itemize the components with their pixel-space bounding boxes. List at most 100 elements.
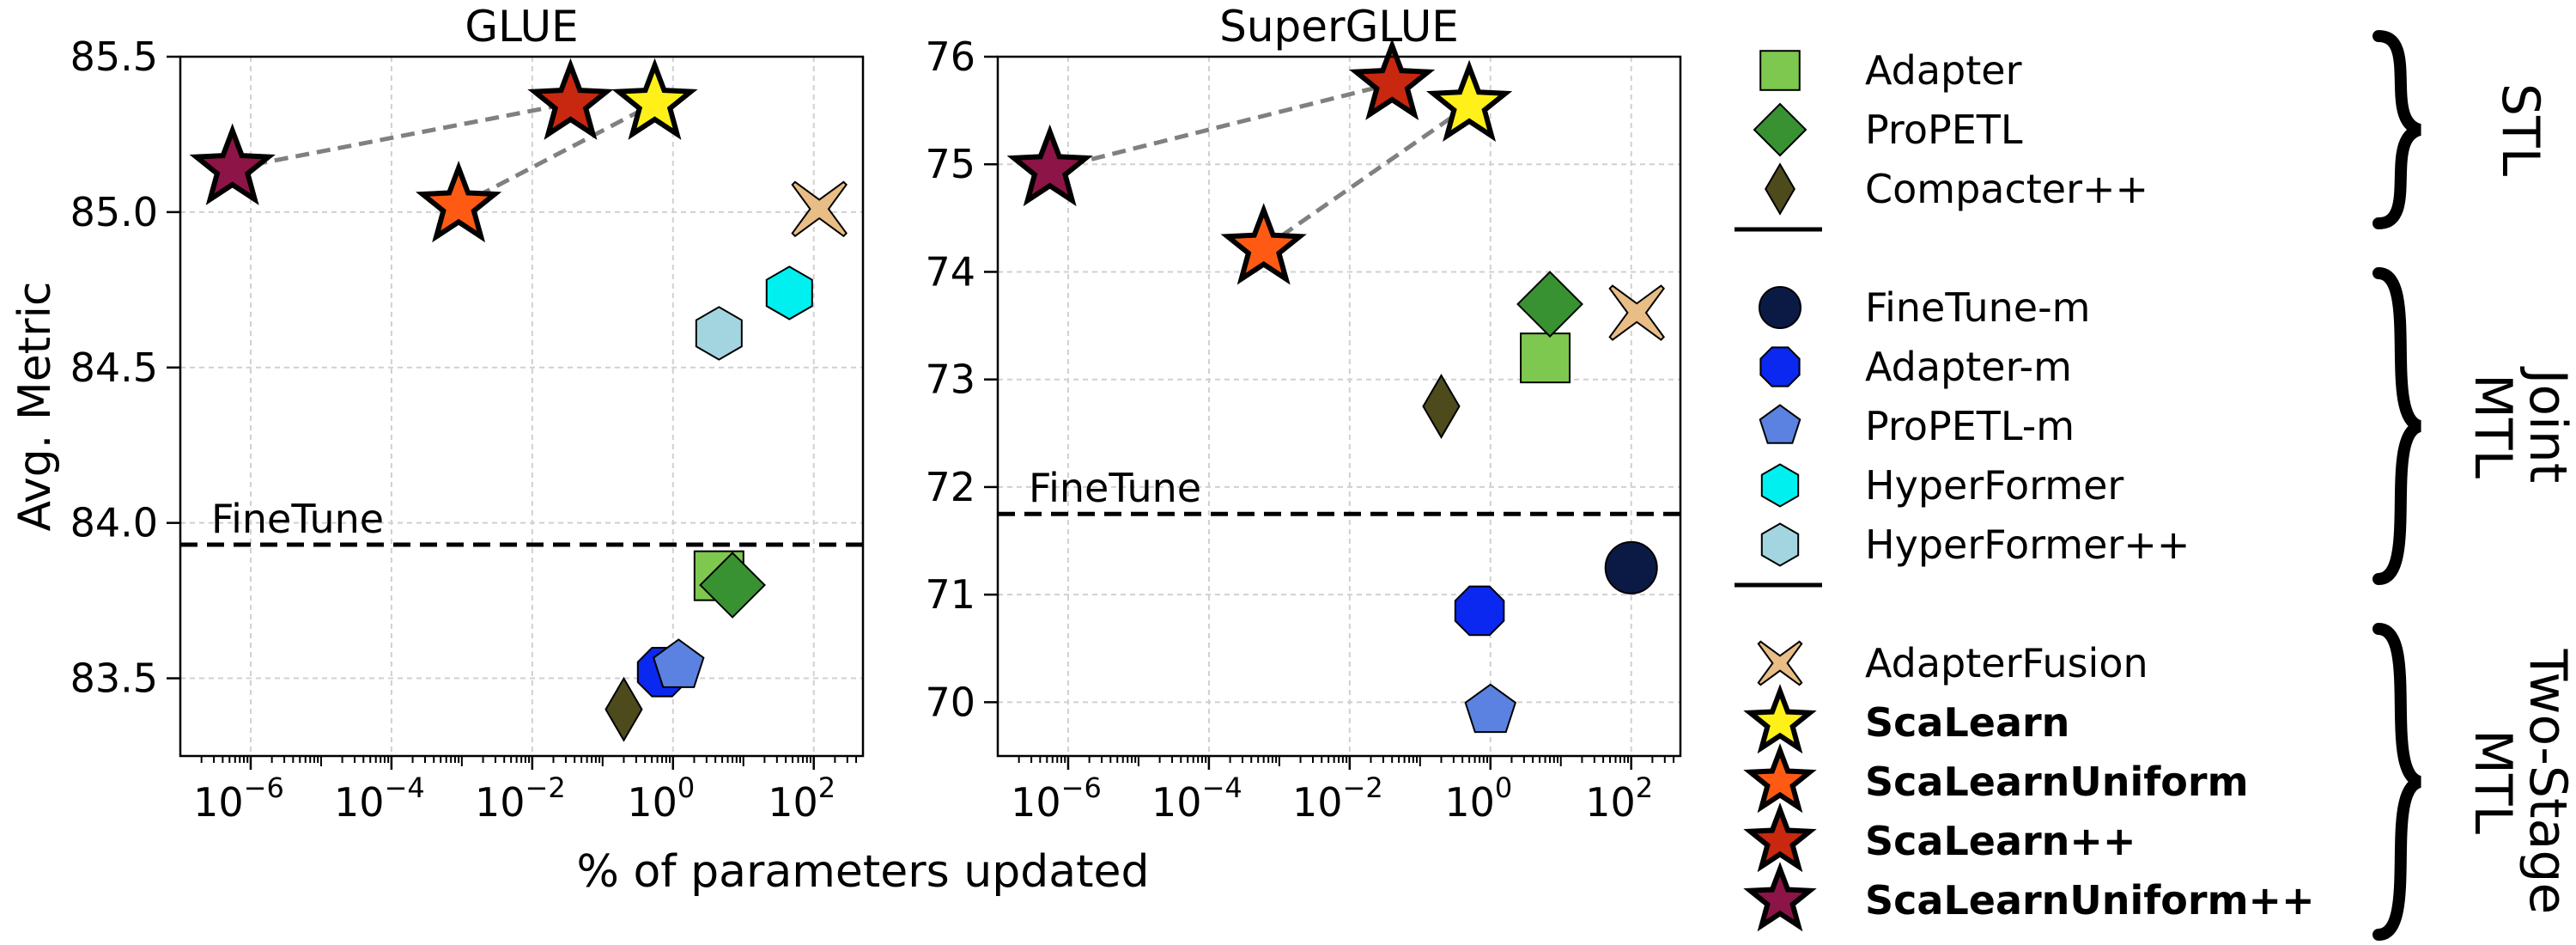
y-tick-label: 83.5 [70, 655, 158, 702]
point-finetune-m [1604, 540, 1658, 594]
point-scalearn [1425, 59, 1513, 142]
legend-label: AdapterFusion [1865, 640, 2148, 686]
point-hyperformer [765, 265, 813, 320]
point-compacter-plus-plus [1422, 374, 1461, 439]
glue-panel: FineTune 10−6 10−4 10−2 100 102 83.5 84.0 84.5 85… [9, 2, 865, 826]
legend-label: HyperFormer [1865, 462, 2123, 509]
point-hyperformer-plus-plus [695, 306, 743, 361]
y-tick-label: 74 [925, 248, 975, 295]
legend-label: ScaLearnUniform [1865, 759, 2249, 805]
y-tick-label: 85.5 [70, 34, 158, 80]
connector-line [1049, 81, 1393, 172]
point-adapterfusion [791, 180, 848, 238]
legend-entry-finetune-m: FineTune-m [1759, 284, 2090, 331]
legend-label: ScaLearn++ [1865, 818, 2136, 864]
legend-marker-adapterfusion [1757, 640, 1803, 686]
legend-entry-hyperformer: HyperFormer [1760, 462, 2123, 509]
x-axis-label: % of parameters updated [577, 846, 1150, 898]
legend-label: FineTune-m [1865, 284, 2090, 331]
point-propetl [699, 552, 766, 619]
legend-entry-scalearnuniform-plus-plus: ScaLearnUniform++ [1743, 862, 2315, 932]
group-label: MTL [2463, 729, 2523, 834]
point-scalearnuniform [1220, 203, 1307, 285]
group-label: STL [2490, 83, 2550, 177]
point-propetl-m [1464, 683, 1517, 734]
legend-entry-compacter-plus-plus: Compacter++ [1765, 162, 2148, 216]
x-tick-label: 10−4 [1151, 771, 1242, 826]
legend-marker-propetl-m [1759, 404, 1801, 444]
grid [998, 56, 1680, 756]
finetune-label: FineTune [211, 496, 384, 542]
minor-ticks [1018, 756, 1675, 766]
connector-line [1262, 103, 1471, 250]
point-scalearnuniform-plus-plus [189, 123, 276, 205]
group-label: Two-Stage [2518, 649, 2576, 915]
legend-entry-adapter-m: Adapter-m [1759, 344, 2072, 390]
legend-marker-scalearnuniform-plus-plus [1743, 862, 1817, 932]
y-tick-label: 76 [925, 34, 975, 80]
legend-label: ScaLearnUniform++ [1865, 877, 2315, 924]
legend-marker-compacter-plus-plus [1765, 162, 1795, 216]
y-tick-label: 73 [925, 357, 975, 403]
point-adapter-m [1454, 585, 1505, 637]
y-tick-label: 71 [925, 571, 975, 618]
legend-label: Compacter++ [1865, 166, 2148, 212]
legend-entry-adapter: Adapter [1759, 47, 2022, 94]
x-tick-label: 10−6 [1011, 771, 1102, 826]
grid [180, 56, 863, 756]
group-brace [2372, 30, 2422, 229]
x-tick-label: 102 [768, 771, 835, 826]
legend-entry-propetl: ProPETL [1753, 102, 2023, 157]
legend-label: ProPETL [1865, 107, 2023, 153]
x-tick-label: 10−4 [334, 771, 425, 826]
legend-marker-scalearn-plus-plus [1743, 802, 1817, 873]
legend-label: ProPETL-m [1865, 403, 2075, 449]
legend-marker-hyperformer-plus-plus [1760, 522, 1800, 567]
point-adapter [1520, 332, 1571, 384]
point-scalearnuniform [416, 160, 502, 243]
x-tick-label: 100 [627, 771, 695, 826]
x-tick-label: 100 [1444, 771, 1512, 826]
point-scalearn-plus-plus [1349, 38, 1436, 120]
y-axis-label: Avg. Metric [9, 281, 61, 531]
x-tick-label: 10−2 [475, 771, 566, 826]
legend-label: ScaLearn [1865, 699, 2069, 746]
minor-ticks [200, 756, 858, 766]
point-adapterfusion [1608, 284, 1666, 341]
legend-entry-scalearn-plus-plus: ScaLearn++ [1743, 802, 2136, 873]
finetune-label: FineTune [1029, 465, 1201, 511]
panel-title: GLUE [465, 2, 578, 52]
point-scalearnuniform-plus-plus [1006, 124, 1093, 207]
legend-label: HyperFormer++ [1865, 521, 2190, 568]
point-scalearn-plus-plus [527, 58, 614, 140]
group-brace [2372, 267, 2422, 585]
legend-label: Adapter-m [1865, 344, 2072, 390]
y-tick-label: 70 [925, 679, 975, 725]
legend-marker-adapter-m [1759, 346, 1801, 387]
x-tick-label: 102 [1585, 771, 1653, 826]
legend-entry-propetl-m: ProPETL-m [1759, 403, 2075, 449]
axes-frame [179, 55, 865, 758]
legend-label: Adapter [1865, 47, 2022, 94]
group-brace [2372, 623, 2422, 941]
axes-frame [996, 55, 1682, 758]
legend-marker-finetune-m [1759, 286, 1801, 329]
legend-entry-hyperformer-plus-plus: HyperFormer++ [1760, 521, 2190, 568]
group-label: MTL [2463, 374, 2523, 479]
legend-marker-scalearn [1743, 684, 1817, 754]
legend: Adapter ProPETL Compacter++ STL FineTune-m Ad… [1735, 30, 2576, 941]
x-tick-label: 10−6 [193, 771, 284, 826]
legend-entry-adapterfusion: AdapterFusion [1757, 640, 2148, 686]
y-tick-label: 84.0 [70, 500, 158, 546]
point-propetl [1516, 271, 1583, 338]
connector-line [232, 101, 571, 171]
point-propetl-m [652, 638, 705, 688]
legend-marker-hyperformer [1760, 463, 1800, 508]
legend-entry-scalearn: ScaLearn [1743, 684, 2069, 754]
legend-entry-scalearnuniform: ScaLearnUniform [1743, 743, 2249, 814]
group-label: Joint [2518, 366, 2576, 484]
legend-marker-scalearnuniform [1743, 743, 1817, 814]
y-tick-label: 75 [925, 141, 975, 187]
connector-line [457, 101, 656, 208]
